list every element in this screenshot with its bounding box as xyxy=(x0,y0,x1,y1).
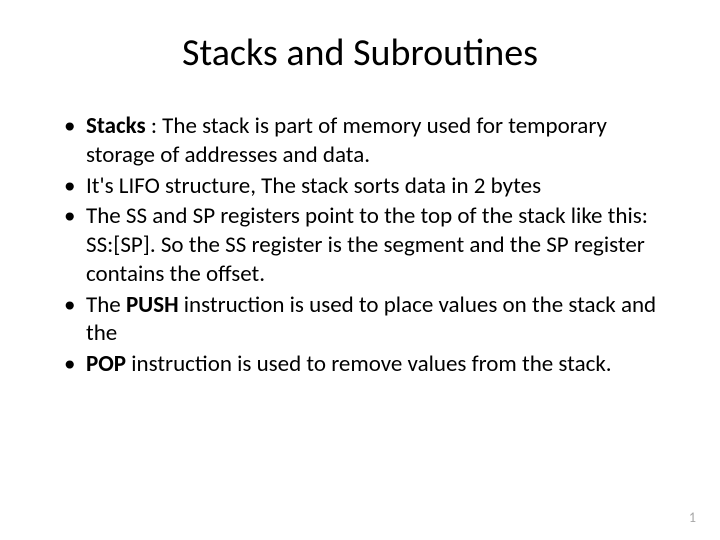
bullet-text: : The stack is part of memory used for t… xyxy=(86,112,607,169)
bullet-pre: The xyxy=(86,291,126,319)
bullet-bold: PUSH xyxy=(126,291,179,319)
bullet-bold: POP xyxy=(86,350,126,378)
bullet-text: The SS and SP registers point to the top… xyxy=(86,202,648,288)
list-item: The SS and SP registers point to the top… xyxy=(60,202,660,288)
list-item: POP instruction is used to remove values… xyxy=(60,350,660,379)
bullet-list: Stacks : The stack is part of memory use… xyxy=(60,112,660,379)
slide-body: Stacks : The stack is part of memory use… xyxy=(60,112,660,379)
list-item: The PUSH instruction is used to place va… xyxy=(60,291,660,349)
page-number: 1 xyxy=(689,509,696,526)
slide-title: Stacks and Subroutines xyxy=(60,30,660,76)
bullet-post: instruction is used to remove values fro… xyxy=(126,350,612,378)
bullet-lead-bold: Stacks xyxy=(86,112,146,140)
slide: Stacks and Subroutines Stacks : The stac… xyxy=(0,0,720,540)
list-item: It's LIFO structure, The stack sorts dat… xyxy=(60,172,660,201)
list-item: Stacks : The stack is part of memory use… xyxy=(60,112,660,170)
bullet-text: It's LIFO structure, The stack sorts dat… xyxy=(86,172,541,200)
